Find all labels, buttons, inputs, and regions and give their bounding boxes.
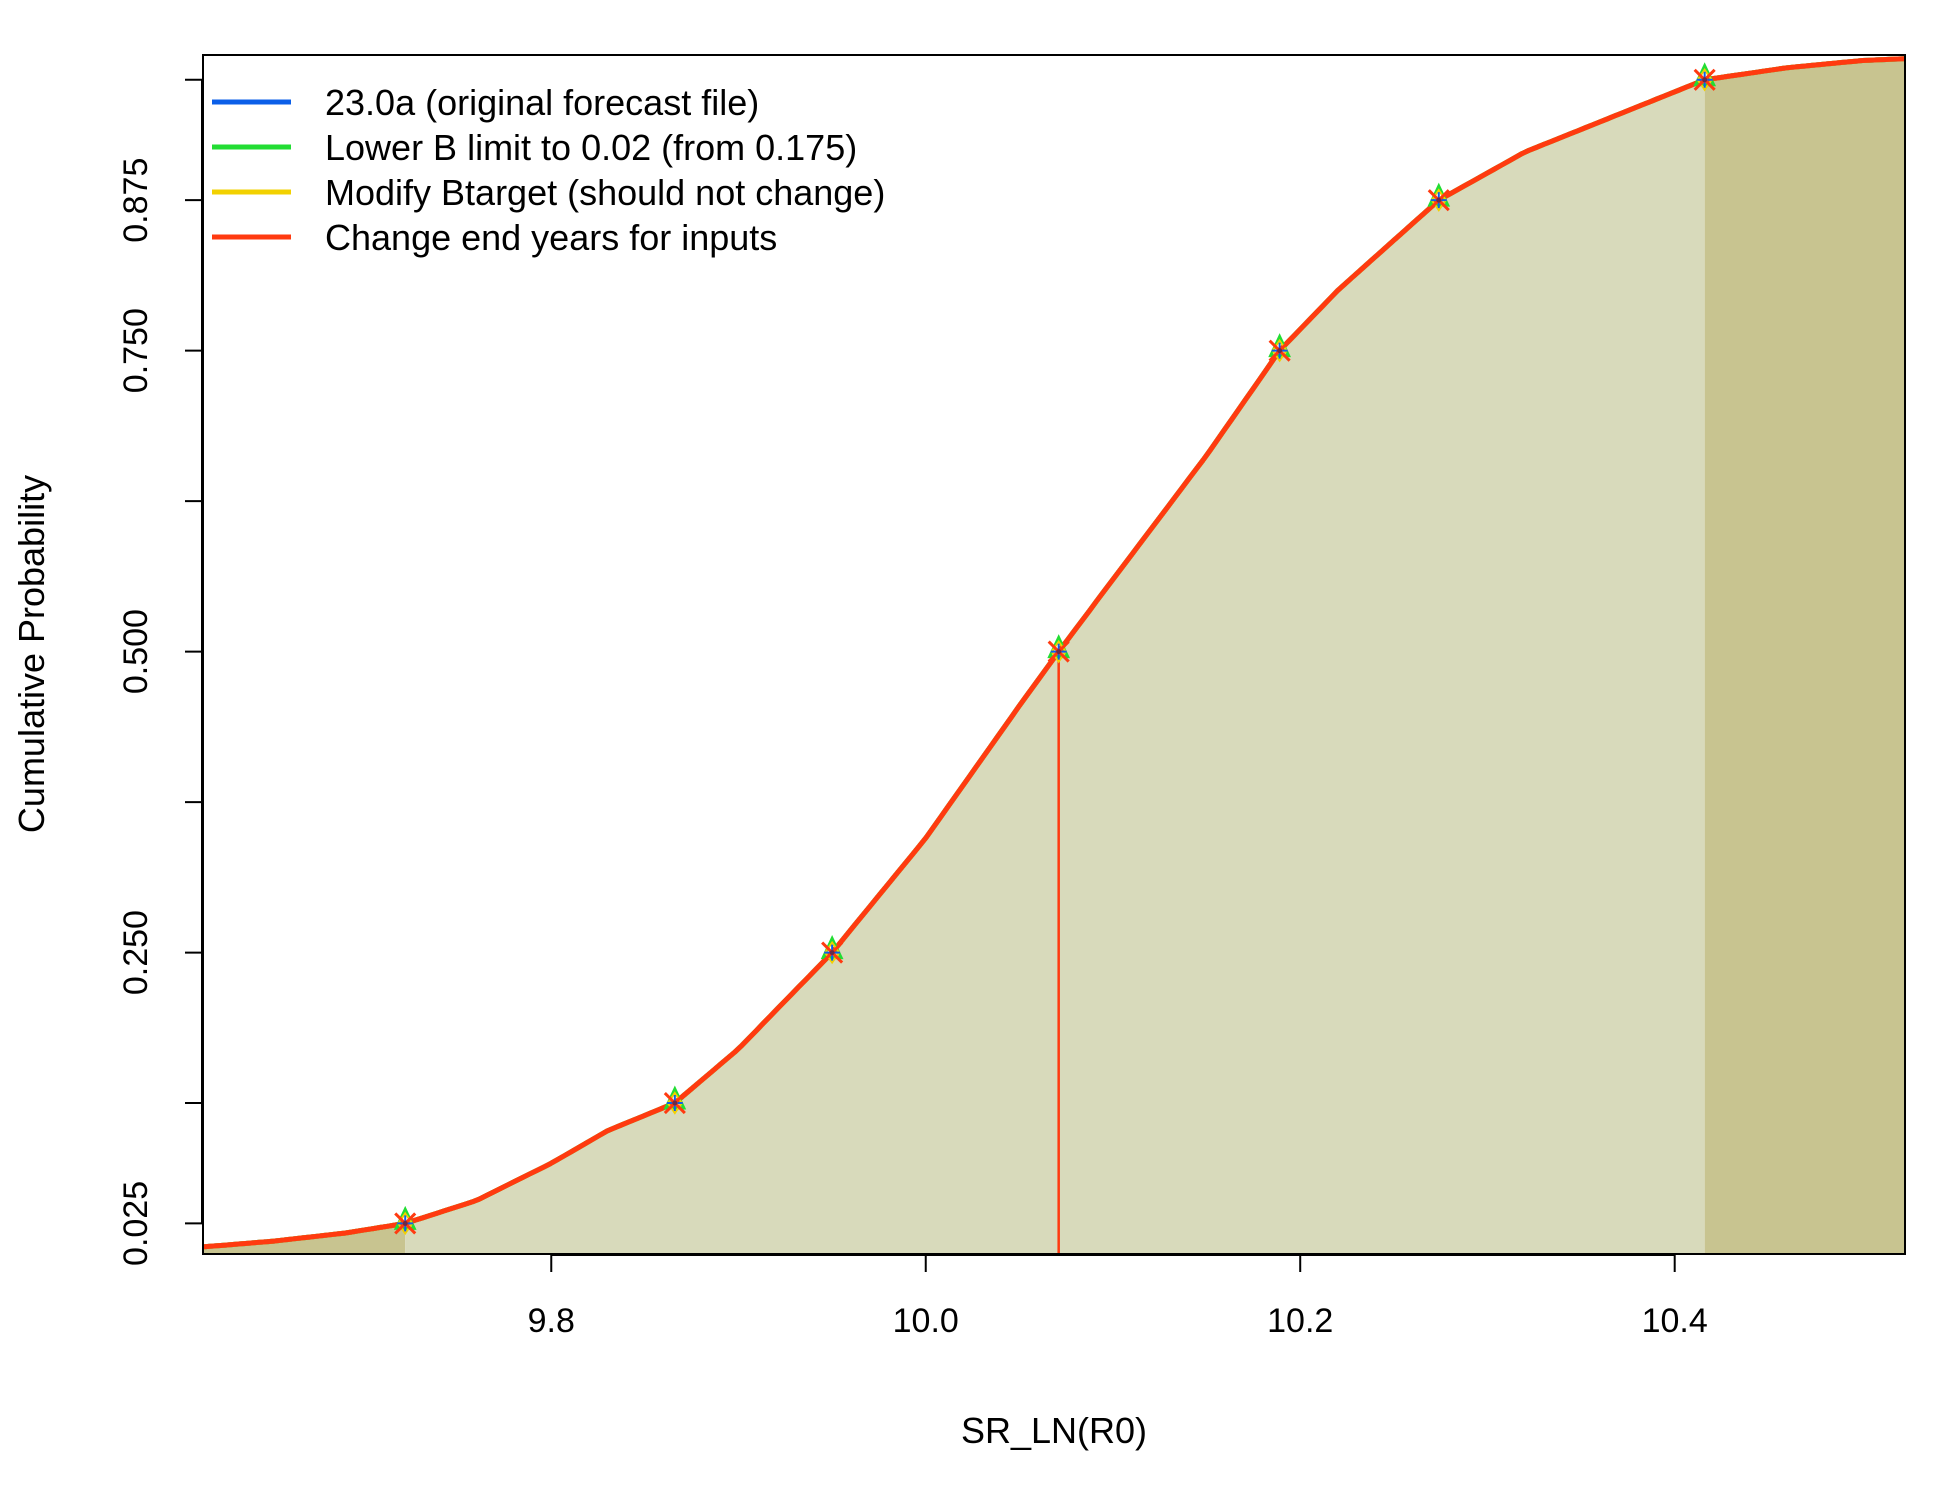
x-tick-label: 9.8	[528, 1302, 575, 1340]
y-axis: 0.025 0.250 0.500 0.750 0.875	[117, 78, 203, 1266]
legend-label: Change end years for inputs	[325, 217, 777, 258]
x-axis-title: SR_LN(R0)	[961, 1410, 1147, 1451]
legend-label: Modify Btarget (should not change)	[325, 172, 885, 213]
shade-upper-tail	[1704, 58, 1905, 1255]
y-tick-label: 0.250	[117, 910, 155, 995]
quantile-markers	[393, 62, 1717, 1236]
x-tick-label: 10.4	[1642, 1302, 1708, 1340]
legend-label: Lower B limit to 0.02 (from 0.175)	[325, 127, 857, 168]
y-tick-label: 0.875	[117, 158, 155, 243]
y-tick-label: 0.025	[117, 1181, 155, 1266]
x-tick-label: 10.2	[1267, 1302, 1333, 1340]
probability-shading	[203, 58, 1905, 1255]
marker-center	[1056, 649, 1062, 655]
y-tick-label: 0.500	[117, 609, 155, 694]
y-axis-title: Cumulative Probability	[11, 475, 52, 833]
x-tick-label: 10.0	[893, 1302, 959, 1340]
legend-label: 23.0a (original forecast file)	[325, 82, 759, 123]
y-tick-label: 0.750	[117, 308, 155, 393]
marker-center	[1436, 197, 1442, 203]
marker-center	[402, 1220, 408, 1226]
marker-center	[1702, 77, 1708, 83]
marker-center	[1277, 348, 1283, 354]
x-axis: 9.8 10.0 10.2 10.4	[528, 1254, 1708, 1340]
marker-center	[672, 1100, 678, 1106]
legend: 23.0a (original forecast file)Lower B li…	[212, 82, 885, 258]
shade-credible-interval	[405, 79, 1705, 1254]
marker-center	[829, 950, 835, 956]
